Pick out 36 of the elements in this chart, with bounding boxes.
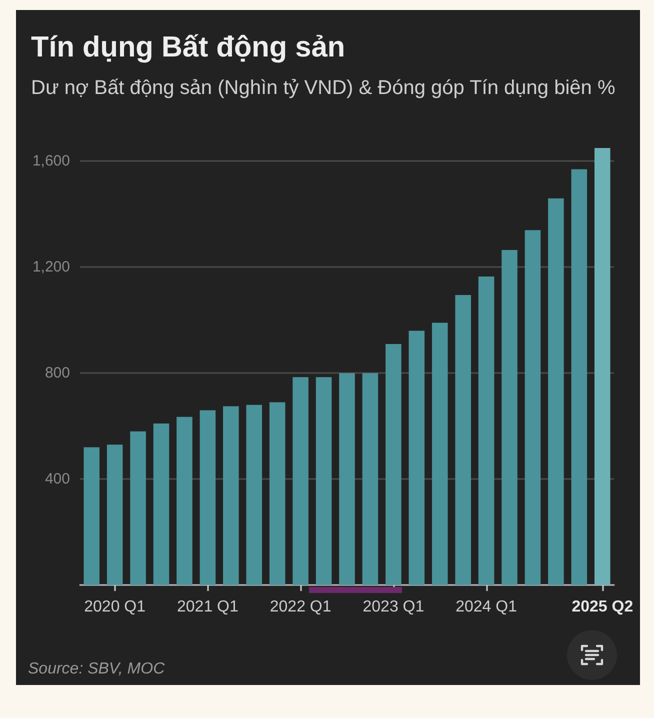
y-tick-label: 1,600 xyxy=(32,152,70,170)
bar xyxy=(548,198,564,585)
bar xyxy=(153,423,170,585)
x-tick-label: 2022 Q1 xyxy=(270,598,332,616)
chart-subtitle: Dư nợ Bất động sản (Nghìn tỷ VND) & Đóng góp Tín dụng biên % xyxy=(31,77,616,99)
bar xyxy=(571,169,588,585)
bar xyxy=(432,322,448,585)
bar xyxy=(316,377,332,585)
x-tick-label: 2021 Q1 xyxy=(177,598,238,616)
bar xyxy=(455,294,471,585)
x-tick-label: 2025 Q2 xyxy=(572,598,634,616)
bar xyxy=(386,344,402,585)
bar xyxy=(269,402,286,585)
source-note: Source: SBV, MOC xyxy=(28,660,166,678)
x-tick-label: 2023 Q1 xyxy=(362,598,424,616)
bar xyxy=(106,444,123,585)
y-tick-label: 800 xyxy=(44,364,70,382)
bar xyxy=(84,447,100,585)
bar xyxy=(200,410,216,585)
bar xyxy=(478,276,494,585)
y-tick-label: 400 xyxy=(44,470,70,488)
chart-title: Tín dụng Bất động sản xyxy=(31,32,346,64)
bar xyxy=(292,377,308,585)
bar xyxy=(223,406,239,585)
bar xyxy=(502,250,518,585)
bar xyxy=(246,404,262,585)
bar xyxy=(408,330,425,585)
bar xyxy=(362,373,378,585)
x-tick-label: 2024 Q1 xyxy=(456,598,518,616)
bar xyxy=(130,431,146,585)
y-tick-label: 1,200 xyxy=(32,258,70,276)
bar xyxy=(176,416,192,585)
bar xyxy=(339,373,355,585)
x-tick-label: 2020 Q1 xyxy=(84,598,146,616)
bar xyxy=(594,148,610,585)
bar xyxy=(524,230,541,585)
